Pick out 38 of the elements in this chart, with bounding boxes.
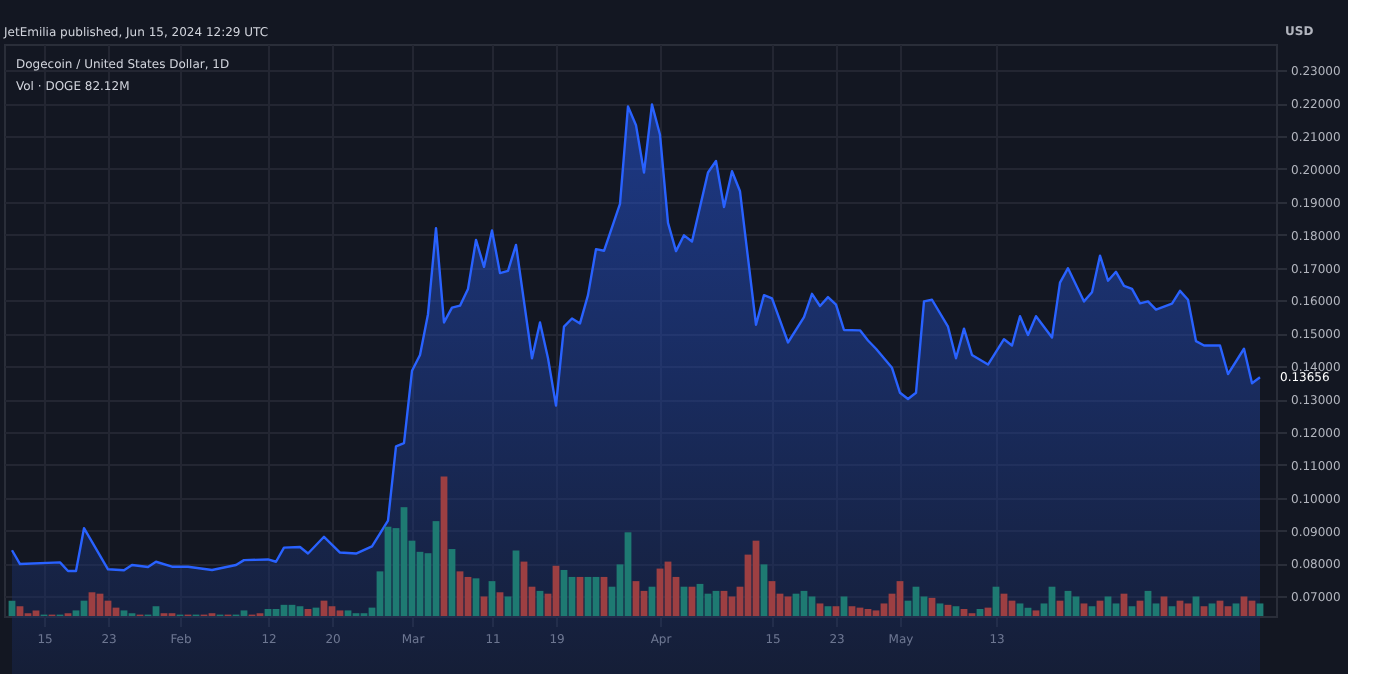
bar <box>296 606 304 616</box>
bar <box>952 606 960 616</box>
bar <box>1032 610 1040 616</box>
bar <box>1168 606 1176 616</box>
bar <box>328 606 336 616</box>
bar <box>816 603 824 616</box>
bar <box>1112 603 1120 616</box>
bar <box>1240 596 1248 616</box>
bar <box>848 606 856 616</box>
bar <box>840 596 848 616</box>
bar <box>32 610 40 616</box>
bar <box>1224 606 1232 616</box>
bar <box>240 610 248 616</box>
bar <box>336 610 344 616</box>
bar <box>936 603 944 616</box>
bar <box>1208 603 1216 616</box>
bar <box>1160 596 1168 616</box>
bar <box>1104 596 1112 616</box>
bar <box>1128 606 1136 616</box>
bar <box>1072 596 1080 616</box>
bar <box>152 606 160 616</box>
bar <box>1232 603 1240 616</box>
bar <box>1200 606 1208 616</box>
bar <box>1080 603 1088 616</box>
bar <box>16 606 24 616</box>
bar <box>808 596 816 616</box>
bar <box>832 606 840 616</box>
bar <box>784 596 792 616</box>
bar <box>1256 603 1264 616</box>
bar <box>1016 603 1024 616</box>
bar <box>1088 606 1096 616</box>
bar <box>480 596 488 616</box>
bar <box>120 610 128 616</box>
bar <box>824 606 832 616</box>
bar <box>1184 603 1192 616</box>
bar <box>872 610 880 616</box>
bar <box>344 610 352 616</box>
bar <box>1192 596 1200 616</box>
